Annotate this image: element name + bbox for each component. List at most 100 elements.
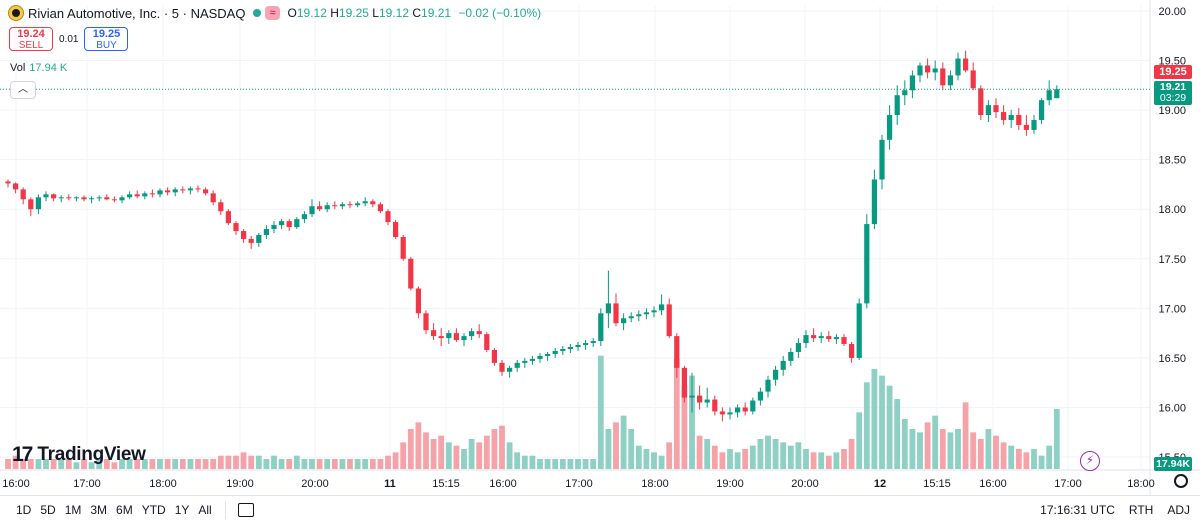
volume-bar (658, 455, 665, 469)
candlesticks (5, 50, 1060, 422)
volume-bar (255, 455, 262, 469)
volume-bar (605, 429, 612, 469)
utc-clock[interactable]: 17:16:31 UTC (1040, 503, 1115, 517)
candle-body (225, 211, 231, 224)
x-tick-label: 16:00 (489, 478, 517, 490)
settings-gear-icon[interactable] (1174, 474, 1188, 488)
flash-icon[interactable]: ⚡ (1080, 451, 1100, 471)
volume-bar (521, 455, 528, 469)
volume-bar (514, 452, 521, 469)
candle-body (58, 197, 64, 199)
range-all[interactable]: All (198, 502, 212, 517)
symbol-title[interactable]: Rivian Automotive, Inc. · 5 · NASDAQ (28, 5, 246, 21)
volume-bar (924, 422, 931, 469)
range-1d[interactable]: 1D (16, 502, 32, 517)
volume-bar (970, 432, 977, 469)
adjust-toggle[interactable]: ADJ (1167, 503, 1190, 517)
collapse-legend-button[interactable]: ︿ (10, 81, 36, 99)
candle-body (947, 75, 953, 86)
candle-body (871, 179, 877, 225)
candle-body (339, 204, 345, 207)
volume-legend[interactable]: Vol 17.94 K (10, 62, 67, 74)
range-1m[interactable]: 1M (64, 502, 82, 517)
x-axis: 16:00 17:00 18:00 19:00 20:00 11 15:15 16:00 17:… (2, 478, 1155, 490)
x-tick-label: 20:00 (301, 478, 329, 490)
volume-bar (111, 462, 118, 469)
range-ytd[interactable]: YTD (141, 502, 166, 517)
candle-body (248, 238, 254, 243)
range-3m[interactable]: 3M (90, 502, 108, 517)
volume-bar (833, 452, 840, 469)
candle-body (909, 75, 915, 91)
volume-bar (765, 435, 771, 469)
x-tick-label: 18:00 (641, 478, 669, 490)
candle-body (119, 197, 125, 201)
candle-body (970, 70, 976, 89)
volume-bar (483, 435, 490, 469)
candle-body (529, 358, 535, 361)
volume-bar (286, 459, 293, 469)
x-tick-label: 15:15 (432, 478, 460, 490)
spread-value: 0.01 (59, 33, 79, 45)
range-1y[interactable]: 1Y (174, 502, 190, 517)
candle-body (697, 395, 703, 403)
volume-bar (711, 445, 718, 469)
candle-body (560, 348, 566, 351)
price-chart[interactable]: 20.00 19.50 19.00 18.50 18.00 17.50 17.00 16.50… (0, 0, 1200, 495)
volume-bar (385, 455, 391, 469)
candle-body (750, 400, 756, 412)
volume-bar (749, 445, 756, 469)
y-tick-label: 18.50 (1158, 155, 1186, 167)
volume-bar (977, 439, 984, 469)
y-tick-label: 17.00 (1158, 303, 1186, 315)
candle-body (241, 231, 247, 239)
session-toggle[interactable]: RTH (1128, 503, 1154, 517)
volume-bar (347, 459, 353, 469)
volume-bar (81, 459, 87, 469)
volume-bar (962, 402, 969, 469)
candle-body (621, 318, 627, 324)
volume-bar (58, 459, 65, 469)
volume-bar (795, 442, 802, 469)
candle-body (643, 312, 649, 315)
candle-body (719, 411, 725, 415)
y-tick-label: 18.00 (1158, 204, 1186, 216)
volume-bar (552, 459, 559, 469)
candle-body (355, 203, 361, 206)
candle-body (301, 214, 307, 220)
candle-body (431, 330, 437, 337)
candle-body (1046, 90, 1052, 101)
volume-bar (590, 459, 597, 469)
volume-price-label: 17.94K (1154, 457, 1192, 471)
candle-body (879, 139, 885, 180)
data-delay-badge[interactable]: ≈ (265, 6, 280, 20)
candle-body (742, 407, 748, 412)
candle-body (788, 351, 794, 361)
candle-body (833, 337, 839, 340)
candle-body (765, 379, 771, 392)
range-5d[interactable]: 5D (40, 502, 56, 517)
goto-date-icon[interactable] (237, 502, 254, 517)
sell-button[interactable]: 19.24 SELL (9, 27, 53, 51)
brand-name: TradingView (37, 444, 146, 465)
candle-body (704, 399, 710, 403)
candle-body (13, 183, 19, 190)
candle-body (735, 407, 741, 413)
candle-body (780, 360, 786, 370)
candle-body (1008, 115, 1014, 120)
volume-bar (567, 459, 574, 469)
volume-bar (210, 459, 217, 469)
candle-body (66, 197, 72, 199)
range-6m[interactable]: 6M (116, 502, 133, 517)
bottom-right-controls: 17:16:31 UTC RTH ADJ (1026, 496, 1190, 524)
ask-price-label: 19.25 (1154, 65, 1192, 79)
candle-body (955, 58, 961, 76)
candle-body (263, 229, 269, 235)
volume-bar (955, 429, 961, 469)
volume-bar (157, 459, 163, 469)
bottom-toolbar: 1D 5D 1M 3M 6M YTD 1Y All 17:16:31 UTC R… (0, 495, 1200, 523)
tradingview-logo[interactable]: 17 TradingView (12, 443, 146, 467)
candle-body (134, 194, 140, 197)
volume-bars (5, 355, 1060, 469)
buy-button[interactable]: 19.25 BUY (84, 27, 129, 51)
